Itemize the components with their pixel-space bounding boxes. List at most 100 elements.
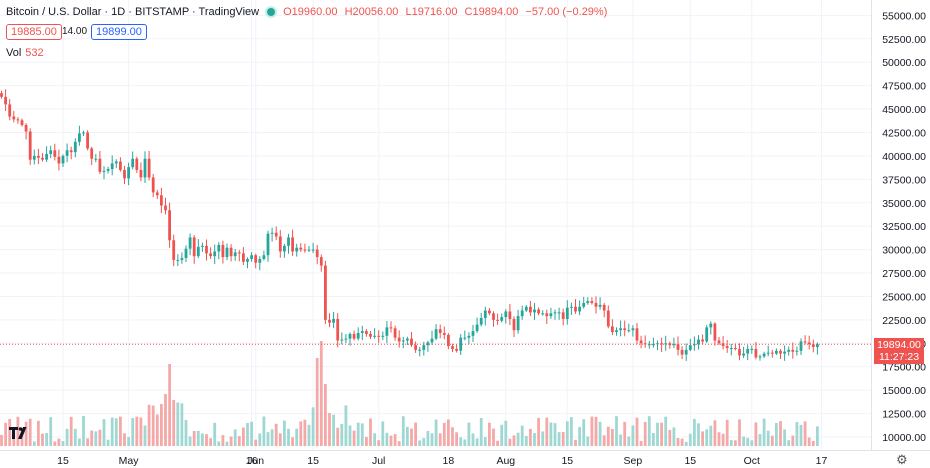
market-open-dot-icon xyxy=(267,8,276,16)
volume-bar xyxy=(393,434,397,446)
candle-body xyxy=(164,205,167,211)
candle-body xyxy=(471,331,475,336)
candle-body xyxy=(205,245,208,254)
buy-price-button[interactable]: 19899.00 xyxy=(91,24,147,40)
volume-bar xyxy=(582,419,586,446)
volume-bar xyxy=(742,436,745,446)
candle-body xyxy=(779,350,782,354)
time-tick-label: Jun xyxy=(247,455,264,467)
candle-body xyxy=(762,353,766,357)
candle-body xyxy=(787,349,791,352)
volume-bar xyxy=(775,422,778,446)
candle-body xyxy=(262,255,266,259)
candle-body xyxy=(775,350,778,354)
candle-body xyxy=(274,232,278,237)
volume-bar xyxy=(205,434,208,446)
candle-body xyxy=(742,353,745,356)
volume-bar xyxy=(180,403,184,446)
candle-body xyxy=(0,93,3,97)
volume-bar xyxy=(119,416,122,446)
symbol-legend[interactable]: Bitcoin / U.S. Dollar · 1D · BITSTAMP · … xyxy=(6,6,611,18)
volume-bar xyxy=(262,416,266,446)
candle-body xyxy=(541,313,545,315)
candle-body xyxy=(119,161,122,170)
volume-bar xyxy=(524,435,528,446)
candle-body xyxy=(816,344,819,348)
volume-legend[interactable]: Vol 532 xyxy=(6,47,44,59)
candle-body xyxy=(37,155,40,158)
volume-bar xyxy=(709,425,713,446)
candle-body xyxy=(397,337,401,342)
candle-body xyxy=(242,253,245,262)
volume-bar xyxy=(168,364,171,446)
candle-body xyxy=(328,319,331,323)
candle-body xyxy=(623,328,627,331)
volume-bar xyxy=(319,341,323,446)
volume-bar xyxy=(738,419,741,446)
candle-body xyxy=(766,352,770,354)
volume-bar xyxy=(98,429,102,446)
last-price-label: 19894.00 11:27:23 xyxy=(874,338,924,365)
candle-body xyxy=(192,237,196,257)
candle-body xyxy=(500,317,504,321)
candle-body xyxy=(287,237,290,246)
volume-bar xyxy=(754,422,758,446)
volume-bar xyxy=(606,426,610,446)
candle-body xyxy=(754,348,758,358)
volume-bar xyxy=(479,417,483,446)
gear-icon[interactable]: ⚙ xyxy=(896,452,908,467)
volume-bar xyxy=(475,438,479,446)
volume-bar xyxy=(246,423,249,446)
candle-body xyxy=(627,330,631,332)
volume-bar xyxy=(779,421,782,446)
symbol-title[interactable]: Bitcoin / U.S. Dollar · 1D · BITSTAMP · … xyxy=(6,6,260,18)
volume-bar xyxy=(684,441,688,446)
time-tick-label: 15 xyxy=(561,455,573,467)
candle-body xyxy=(139,169,143,178)
volume-bar xyxy=(401,416,405,446)
volume-bar xyxy=(701,431,704,446)
candle-body xyxy=(492,313,495,320)
volume-bar xyxy=(795,422,799,446)
volume-bar xyxy=(758,434,762,446)
volume-bar xyxy=(266,432,270,446)
volume-bar xyxy=(278,433,282,446)
time-tick-label: 15 xyxy=(684,455,696,467)
volume-bar xyxy=(131,418,135,446)
volume-bar xyxy=(123,433,126,446)
candle-body xyxy=(426,342,430,346)
candle-body xyxy=(385,327,389,336)
candle-body xyxy=(28,131,32,160)
volume-bar xyxy=(799,424,803,446)
candle-body xyxy=(127,167,130,179)
volume-bar xyxy=(430,433,434,446)
volume-bar xyxy=(451,427,454,446)
price-axis[interactable]: 10000.0012500.0015000.0017500.0020000.00… xyxy=(882,10,926,444)
volume-bar xyxy=(37,420,40,446)
ohlc-values: O19960.00 H20056.00 L19716.00 C19894.00 … xyxy=(283,6,611,18)
candle-body xyxy=(697,339,700,345)
volume-bar xyxy=(516,432,520,446)
volume-bar xyxy=(586,436,590,446)
candle-body xyxy=(455,348,458,351)
candle-body xyxy=(4,96,7,105)
candle-body xyxy=(549,313,553,317)
tradingview-logo-icon[interactable] xyxy=(8,425,30,441)
candle-body xyxy=(90,148,94,159)
volume-bar xyxy=(483,437,487,446)
volume-bar xyxy=(434,419,438,446)
low-value: L19716.00 xyxy=(405,6,458,18)
candle-body xyxy=(807,342,811,345)
time-tick-label: Sep xyxy=(624,455,643,467)
sell-price-button[interactable]: 19885.00 xyxy=(6,24,62,40)
volume-bar xyxy=(590,416,594,446)
volume-bar xyxy=(725,419,729,446)
volume-bar xyxy=(488,422,491,446)
candle-body xyxy=(783,351,786,354)
candle-body xyxy=(98,158,102,172)
candle-body xyxy=(590,301,594,304)
volume-bar xyxy=(102,419,106,446)
volume-bar xyxy=(16,416,20,446)
